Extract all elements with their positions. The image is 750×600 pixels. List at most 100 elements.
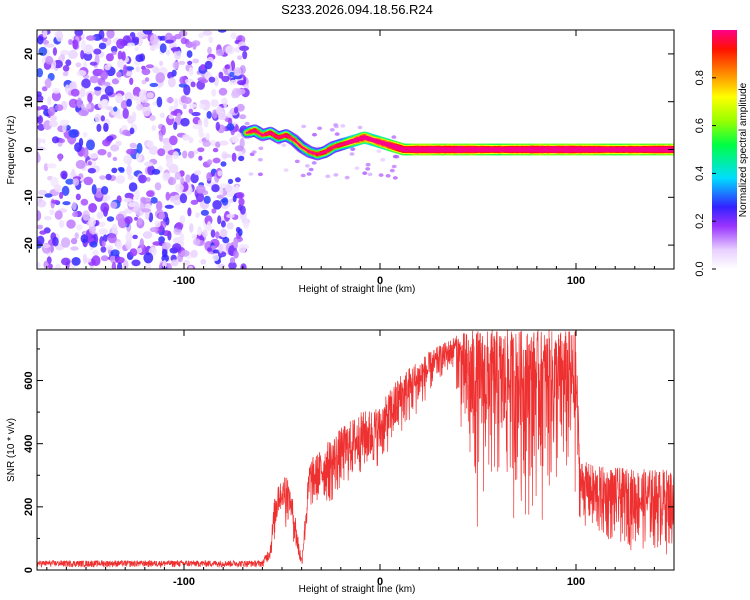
noise-blob [183, 97, 192, 104]
noise-blob [189, 223, 194, 233]
x-tick-label: -100 [173, 275, 195, 287]
noise-blob [44, 78, 52, 89]
noise-speck [281, 143, 287, 147]
noise-blob [222, 236, 230, 244]
noise-blob [188, 103, 197, 108]
noise-speck [333, 124, 339, 129]
noise-blob [82, 132, 88, 138]
noise-blob [197, 147, 205, 153]
noise-blob [216, 106, 223, 116]
noise-blob [200, 209, 209, 216]
noise-blob [210, 100, 219, 107]
noise-blob [217, 263, 226, 269]
noise-blob [187, 207, 192, 217]
noise-speck [306, 172, 312, 176]
noise-blob [203, 195, 211, 204]
noise-blob [70, 88, 80, 97]
noise-blob [168, 77, 176, 88]
noise-blob [136, 142, 143, 154]
noise-blob [58, 138, 65, 144]
noise-blob [129, 77, 134, 86]
noise-blob [187, 150, 195, 159]
noise-blob [170, 110, 179, 116]
noise-blob [199, 103, 206, 109]
noise-blob [37, 210, 42, 222]
noise-blob [120, 100, 128, 110]
noise-blob [150, 197, 158, 204]
noise-blob [124, 216, 133, 225]
x-tick-label: 0 [377, 275, 383, 287]
noise-blob [41, 138, 46, 144]
noise-blob [105, 53, 114, 62]
noise-blob [174, 33, 182, 40]
noise-blob [80, 198, 89, 206]
noise-blob [89, 75, 100, 84]
noise-blob [107, 233, 117, 244]
noise-blob [99, 175, 106, 180]
y-tick-label: 400 [23, 435, 35, 453]
noise-speck [329, 128, 335, 132]
noise-blob [39, 230, 47, 235]
noise-speck [378, 173, 384, 177]
noise-blob [146, 190, 155, 197]
spectrogram-y-label: Frequency (Hz) [6, 116, 17, 185]
noise-blob [38, 189, 47, 196]
noise-blob [225, 184, 233, 193]
noise-blob [166, 157, 174, 167]
noise-blob [135, 54, 144, 62]
noise-blob [37, 106, 43, 111]
noise-blob [37, 123, 45, 131]
noise-blob [45, 43, 55, 48]
noise-blob [101, 240, 106, 247]
colorbar-tick-label: 0.8 [694, 70, 706, 85]
noise-blob [157, 148, 166, 157]
noise-blob [210, 229, 216, 238]
y-tick-label: -20 [23, 237, 35, 253]
noise-speck [257, 157, 263, 162]
noise-blob [91, 184, 97, 195]
noise-blob [234, 106, 239, 114]
noise-blob [58, 153, 63, 162]
noise-blob [37, 235, 45, 246]
noise-blob [55, 30, 64, 42]
noise-blob [128, 202, 136, 208]
noise-blob [211, 208, 217, 214]
noise-blob [207, 247, 213, 252]
noise-blob [80, 86, 86, 98]
noise-blob [152, 66, 160, 74]
noise-blob [117, 59, 125, 69]
noise-blob [45, 55, 54, 65]
noise-blob [104, 85, 114, 96]
noise-blob [72, 178, 80, 186]
noise-blob [141, 208, 151, 213]
noise-blob [180, 177, 185, 185]
noise-blob [174, 98, 179, 109]
noise-speck [394, 154, 400, 159]
noise-blob [94, 113, 101, 123]
noise-blob [211, 88, 217, 97]
noise-blob [100, 202, 110, 213]
noise-blob [43, 216, 52, 221]
noise-blob [106, 135, 114, 142]
noise-blob [51, 199, 60, 204]
noise-speck [365, 162, 371, 167]
noise-blob [221, 97, 227, 104]
noise-blob [100, 246, 107, 253]
noise-speck [354, 166, 360, 170]
noise-blob [65, 59, 72, 66]
noise-blob [154, 220, 161, 228]
y-tick-label: 0 [23, 567, 35, 573]
noise-blob [47, 96, 52, 106]
noise-blob [42, 30, 48, 38]
noise-blob [87, 167, 96, 174]
noise-speck [308, 167, 314, 172]
noise-blob [186, 50, 193, 58]
snr-y-ticks: 0 200 400 600 [23, 348, 674, 573]
noise-blob [214, 76, 219, 87]
noise-blob [226, 213, 235, 219]
noise-blob [191, 234, 197, 239]
noise-blob [105, 245, 114, 250]
x-tick-label: -100 [173, 576, 195, 588]
noise-blob [225, 45, 235, 55]
noise-blob [142, 105, 152, 117]
